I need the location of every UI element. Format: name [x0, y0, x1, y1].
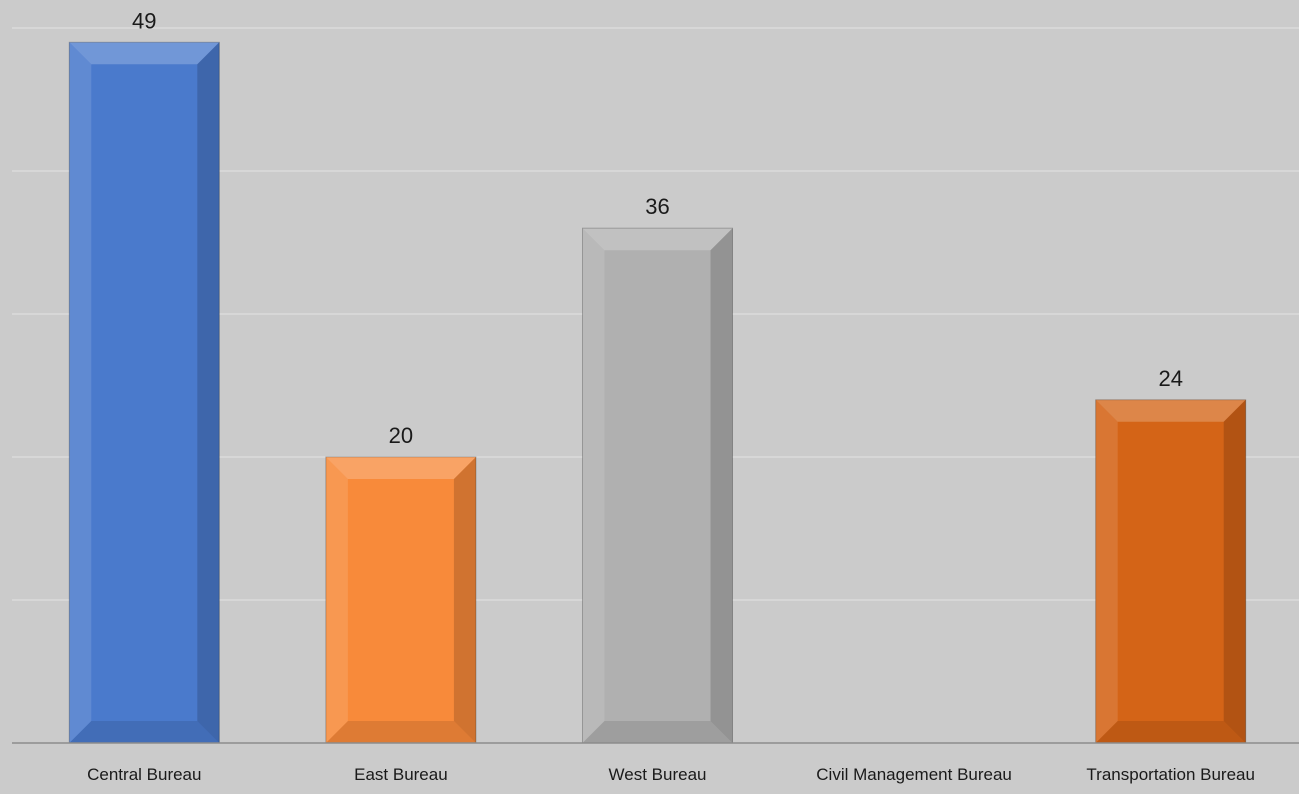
- category-label: Transportation Bureau: [1086, 765, 1255, 784]
- bar-bevel-right: [1223, 399, 1246, 743]
- category-label: Central Bureau: [87, 765, 201, 784]
- bar-bevel-top: [1095, 399, 1246, 422]
- bar-central-bureau: [68, 41, 220, 744]
- category-label: West Bureau: [609, 765, 707, 784]
- bar-bevel-top: [582, 228, 733, 251]
- bar-bevel-right: [197, 42, 220, 744]
- category-labels: Central Bureau East Bureau West Bureau Civi…: [87, 765, 1255, 784]
- bar-bevel-left: [582, 228, 605, 743]
- bar-bevel-top: [325, 457, 476, 479]
- bar-bevel-bottom: [582, 721, 733, 743]
- category-label: Civil Management Bureau: [816, 765, 1012, 784]
- data-labels: 49 20 36 24: [132, 8, 1183, 448]
- category-label: East Bureau: [354, 765, 448, 784]
- bar-body: [68, 41, 220, 744]
- bar-bevel-right: [453, 457, 476, 743]
- bar-bevel-bottom: [325, 721, 476, 743]
- bar-body: [1095, 399, 1247, 744]
- bars: [68, 41, 1247, 744]
- bar-bevel-bottom: [1095, 721, 1246, 743]
- bar-east-bureau: [325, 456, 477, 744]
- data-label: 24: [1158, 366, 1182, 391]
- data-label: 49: [132, 8, 156, 33]
- bar-bevel-right: [710, 228, 733, 743]
- bar-body: [325, 456, 477, 744]
- bar-west-bureau: [582, 227, 733, 744]
- bar-body: [582, 227, 733, 744]
- bar-bevel-left: [1095, 399, 1118, 743]
- data-label: 36: [645, 194, 669, 219]
- bar-bevel-left: [325, 457, 348, 743]
- bar-transportation-bureau: [1095, 399, 1247, 744]
- bar-bevel-top: [69, 42, 220, 65]
- data-label: 20: [389, 423, 413, 448]
- bar-bevel-bottom: [69, 721, 220, 743]
- bar-bevel-left: [69, 42, 92, 744]
